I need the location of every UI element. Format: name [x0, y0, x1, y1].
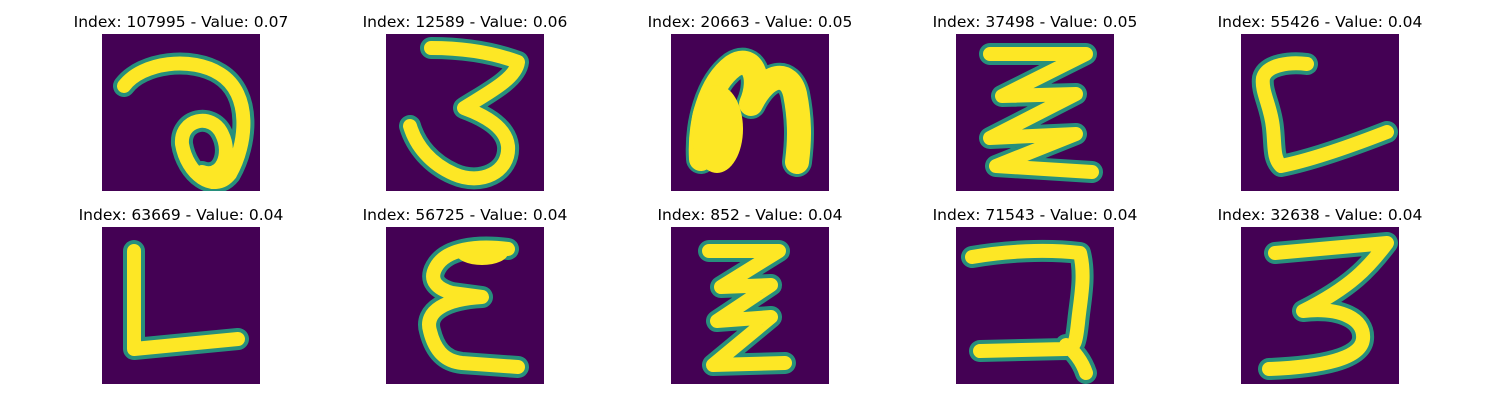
panel-title: Index: 71543 - Value: 0.04	[932, 206, 1138, 224]
panel-title: Index: 12589 - Value: 0.06	[362, 13, 568, 31]
glyph-image	[102, 227, 260, 384]
panel-title: Index: 55426 - Value: 0.04	[1217, 13, 1423, 31]
glyph-image	[1241, 227, 1399, 384]
glyph-image	[671, 34, 829, 191]
panel-title: Index: 56725 - Value: 0.04	[362, 206, 568, 224]
glyph-image	[956, 34, 1114, 191]
panel-title: Index: 107995 - Value: 0.07	[73, 13, 289, 31]
panel-3: Index: 20663 - Value: 0.05	[605, 12, 895, 202]
panel-6: Index: 63669 - Value: 0.04	[36, 205, 326, 395]
panel-title: Index: 37498 - Value: 0.05	[932, 13, 1138, 31]
glyph-image	[386, 227, 544, 384]
panel-5: Index: 55426 - Value: 0.04	[1175, 12, 1465, 202]
glyph-image	[671, 227, 829, 384]
glyph-image	[102, 34, 260, 191]
glyph-image	[386, 34, 544, 191]
panel-2: Index: 12589 - Value: 0.06	[320, 12, 610, 202]
panel-title: Index: 32638 - Value: 0.04	[1217, 206, 1423, 224]
glyph-image	[956, 227, 1114, 384]
panel-title: Index: 20663 - Value: 0.05	[647, 13, 853, 31]
panel-4: Index: 37498 - Value: 0.05	[890, 12, 1180, 202]
panel-8: Index: 852 - Value: 0.04	[605, 205, 895, 395]
panel-7: Index: 56725 - Value: 0.04	[320, 205, 610, 395]
panel-title: Index: 63669 - Value: 0.04	[78, 206, 284, 224]
panel-9: Index: 71543 - Value: 0.04	[890, 205, 1180, 395]
panel-1: Index: 107995 - Value: 0.07	[36, 12, 326, 202]
glyph-image	[1241, 34, 1399, 191]
panel-10: Index: 32638 - Value: 0.04	[1175, 205, 1465, 395]
panel-title: Index: 852 - Value: 0.04	[657, 206, 843, 224]
